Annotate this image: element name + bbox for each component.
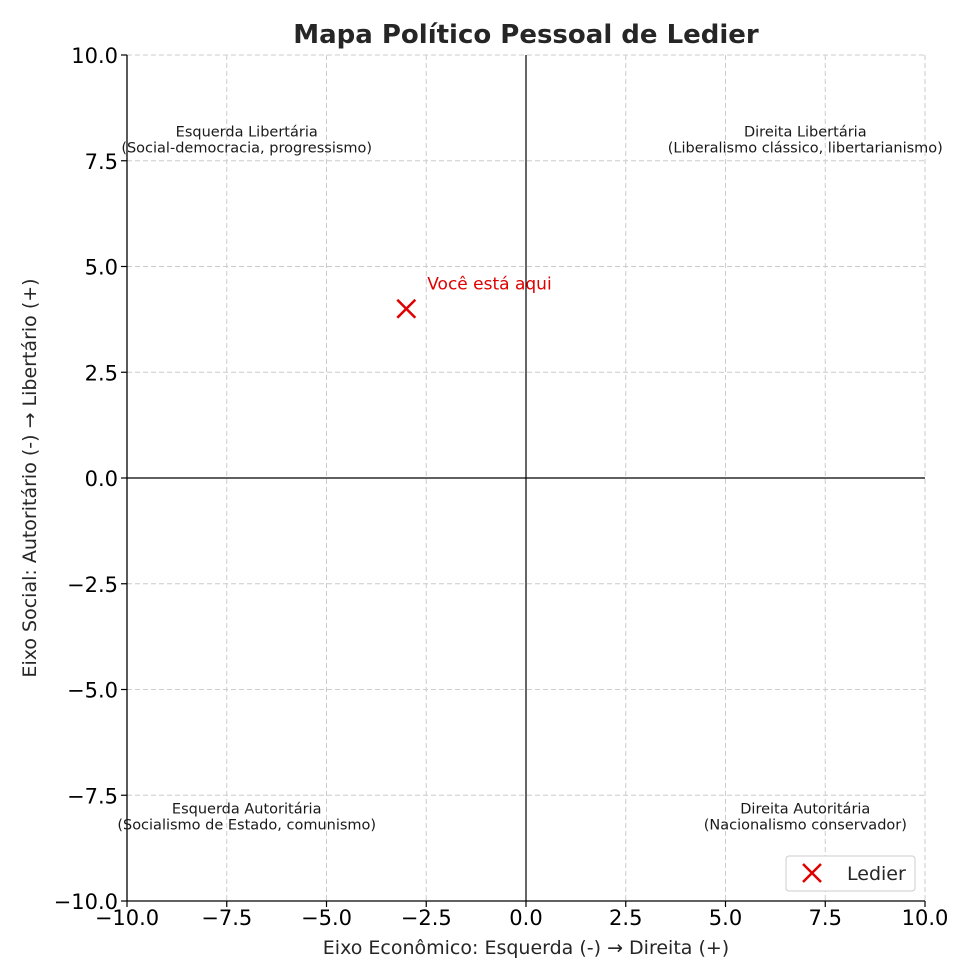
quadrant-label-0-line-0: Esquerda Libertária <box>176 125 318 141</box>
legend-x-marker <box>802 863 822 883</box>
y-tick-label-6: 5.0 <box>85 256 118 280</box>
x-axis-label: Eixo Econômico: Esquerda (-) → Direita (… <box>323 937 729 959</box>
y-tick-label-2: −5.0 <box>67 679 118 703</box>
x-tick-label-5: 2.5 <box>609 906 642 930</box>
y-axis-label: Eixo Social: Autoritário (-) → Libertári… <box>19 278 41 677</box>
y-tick-label-1: −7.5 <box>67 784 118 808</box>
x-tick-label-3: −2.5 <box>401 906 452 930</box>
x-tick-label-0: −10.0 <box>95 906 159 930</box>
legend-label-ledier: Ledier <box>847 863 906 885</box>
y-tick-label-7: 7.5 <box>85 150 118 174</box>
x-tick-label-7: 7.5 <box>809 906 842 930</box>
quadrant-label-1-line-0: Direita Libertária <box>744 125 867 141</box>
legend-marker-ledier <box>802 863 822 883</box>
y-tick-label-4: 0.0 <box>85 467 118 491</box>
chart-title: Mapa Político Pessoal de Ledier <box>293 20 759 50</box>
legend-box <box>785 855 916 892</box>
y-tick-label-3: −2.5 <box>67 573 118 597</box>
x-tick-label-6: 5.0 <box>709 906 742 930</box>
x-tick-label-2: −5.0 <box>301 906 352 930</box>
quadrant-labels: Esquerda Libertária(Social-democracia, p… <box>117 125 942 834</box>
x-axis: −10.0 −7.5 −5.0 −2.5 0.0 2.5 5.0 7.5 10.0 <box>95 901 949 930</box>
x-tick-label-8: 10.0 <box>902 906 949 930</box>
grid <box>126 54 926 902</box>
legend: Ledier <box>785 855 916 892</box>
x-tick-label-1: −7.5 <box>201 906 252 930</box>
y-tick-label-0: −10.0 <box>54 890 118 914</box>
annotations: Você está aqui <box>427 275 551 295</box>
data-point-0-0 <box>396 298 417 319</box>
y-tick-label-8: 10.0 <box>71 44 118 68</box>
y-tick-label-5: 2.5 <box>85 361 118 385</box>
quadrant-label-3-line-0: Direita Autoritária <box>740 801 870 817</box>
quadrant-label-3-line-1: (Nacionalismo conservador) <box>704 817 907 833</box>
x-tick-label-4: 0.0 <box>509 906 542 930</box>
annotation-0: Você está aqui <box>427 275 551 295</box>
quadrant-label-2-line-0: Esquerda Autoritária <box>172 801 322 817</box>
reference-lines <box>127 55 925 901</box>
y-axis: −10.0 −7.5 −5.0 −2.5 0.0 2.5 5.0 7.5 10.0 <box>54 44 127 914</box>
quadrant-label-2-line-1: (Socialismo de Estado, comunismo) <box>117 817 376 833</box>
quadrant-label-0-line-1: (Social-democracia, progressismo) <box>121 141 372 157</box>
data-points <box>396 298 417 319</box>
quadrant-label-1-line-1: (Liberalismo clássico, libertarianismo) <box>668 141 943 157</box>
